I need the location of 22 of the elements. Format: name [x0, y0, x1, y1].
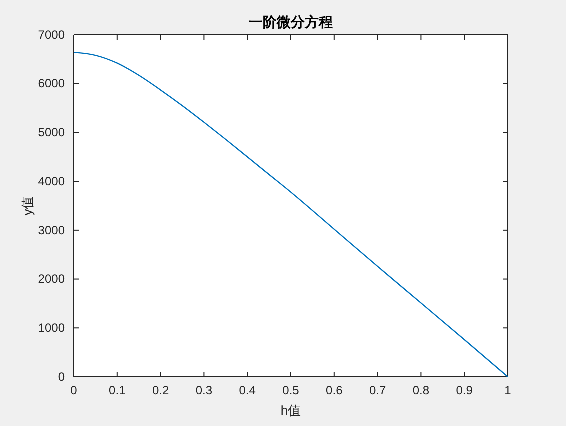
chart-title: 一阶微分方程	[249, 14, 333, 31]
x-axis-title: h值	[280, 403, 302, 418]
y-tick-label: 5000	[38, 126, 66, 140]
x-tick-label: 0.2	[152, 384, 170, 398]
x-tick-label: 0.6	[326, 384, 344, 398]
x-tick-label: 0	[70, 384, 78, 398]
x-tick-label: 0.8	[412, 384, 430, 398]
y-tick-label: 7000	[38, 28, 66, 42]
y-axis-title: y值	[20, 196, 35, 216]
y-tick-label: 4000	[38, 174, 66, 188]
x-tick-label: 1	[504, 384, 512, 398]
y-tick-label: 0	[58, 370, 66, 384]
y-tick-label: 6000	[38, 76, 66, 91]
x-tick-label: 0.1	[109, 384, 126, 398]
x-tick-label: 0.3	[196, 384, 213, 398]
x-tick-label: 0.5	[282, 384, 300, 398]
x-tick-label: 0.4	[239, 384, 256, 398]
y-tick-label: 3000	[38, 223, 66, 238]
x-tick-label: 0.9	[456, 384, 474, 398]
y-tick-label: 1000	[38, 320, 66, 335]
x-tick-label: 0.7	[369, 384, 386, 398]
y-tick-label: 2000	[38, 272, 66, 286]
